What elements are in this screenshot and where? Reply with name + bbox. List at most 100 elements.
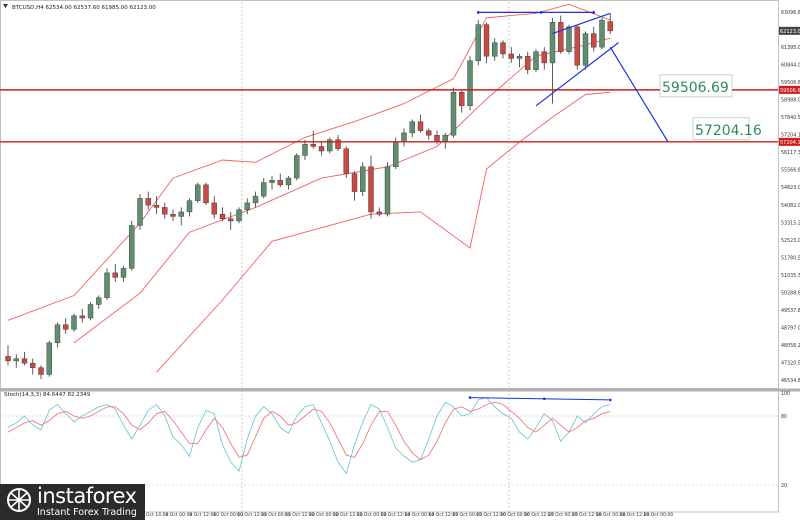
candle [599,17,605,50]
candle [516,53,523,68]
wedge-anchor-1 [592,10,596,14]
candle [467,56,473,111]
price-tick-label: 58988.00 [781,98,800,104]
candle-body [492,42,498,57]
price-tick-label: 60844.00 [781,63,800,69]
candle [195,182,201,203]
logo-name: instaforex [37,484,137,508]
stoch-anchor-0 [468,396,472,399]
candle-body [269,180,275,183]
candle-body [46,342,52,375]
stoch-header: Stoch(14,3,3) 84.6447 82.2349 [4,392,91,398]
time-tick-label: 19 Oct 00:00 [643,512,673,518]
candle-body [236,209,242,222]
time-tick-label: 9 Oct 12:00 [189,512,216,518]
candle [71,313,77,332]
candle [244,198,250,215]
candle [79,308,85,323]
support-levels: 59506.69 57204.16 [0,85,800,146]
candle [269,175,275,190]
candle [203,182,209,206]
time-tick-label: 12 Oct 12:00 [333,512,363,518]
time-tick-label: 18 Oct 12:00 [620,512,650,518]
stoch-divergence-line [469,397,611,401]
price-tick-label: 54823.05 [781,185,800,191]
stoch-anchor-2 [608,398,612,402]
current-price-text: 62123.00 [780,29,800,35]
candle [145,191,151,210]
candle-body [558,22,564,52]
candle [294,153,300,181]
candle-body [153,204,160,208]
time-tick-label: 9 Oct 00:00 [165,512,192,518]
target-label-1: 57204.16 [695,123,762,139]
candle [46,340,52,377]
candle-body [13,358,19,362]
time-tick-label: 11 Oct 00:00 [261,512,291,518]
price-tick-label: 54082.00 [781,203,800,209]
candle-body [459,92,465,107]
candle-body [87,304,94,319]
candle [285,175,292,190]
time-tick-label: 13 Oct 12:00 [381,512,411,518]
projection-path [609,46,669,143]
candle-body [516,55,523,59]
candle-series [5,13,613,379]
menu-triangle-icon[interactable] [3,4,8,8]
candle [30,358,36,375]
candle-body [228,218,234,222]
price-tick-label: 49537.85 [781,308,800,314]
bollinger-middle [73,37,611,344]
price-tick-label: 50288.60 [781,290,800,296]
candle-body [335,139,341,149]
candle-body [401,132,407,143]
candle-body [351,173,358,192]
candle [442,132,448,149]
candle-body [450,92,457,136]
price-tick-label: 51035.35 [781,273,800,279]
candle [343,146,349,179]
candle [327,137,333,154]
candle-body [467,60,473,107]
candle [21,351,28,366]
candle [351,171,358,201]
candle-body [120,268,127,278]
candle-body [129,225,135,269]
candle-body [360,166,366,192]
price-tick-label: 48797.00 [781,325,800,331]
candle [277,173,283,188]
candle-body [104,272,110,298]
candle [310,130,316,149]
candle [96,295,102,309]
stoch-tick-label: 100 [781,391,790,397]
candle [475,20,481,66]
time-tick-label: 10 Oct 00:00 [213,512,243,518]
candle [5,345,11,366]
candle-body [5,356,11,362]
instaforex-logo: instaforex Instant Forex Trading [0,484,145,520]
logo-tagline: Instant Forex Trading [37,507,137,518]
stoch-tick-label: 80 [781,414,787,420]
candle [252,191,259,208]
candle-body [368,166,374,213]
candle-body [591,33,597,48]
wedge-anchor-mid [539,10,543,14]
candle [368,155,374,219]
candle-body [170,213,176,217]
candle-body [508,53,514,59]
candle-body [566,26,572,52]
time-tick-label: 15 Oct 12:00 [476,512,506,518]
candle-body [434,134,440,143]
candle-body [549,22,556,64]
wedge-lower-line [535,42,619,107]
time-tick-label: 15 Oct 00:00 [452,512,482,518]
candle-body [79,315,85,319]
candle-body [252,195,259,204]
target-label-0: 59506.69 [662,80,729,96]
time-tick-label: 11 Oct 12:00 [285,512,315,518]
candle [211,196,217,219]
price-tick-label: 47320.50 [781,360,800,366]
candle-body [426,130,432,136]
candle [302,139,308,161]
